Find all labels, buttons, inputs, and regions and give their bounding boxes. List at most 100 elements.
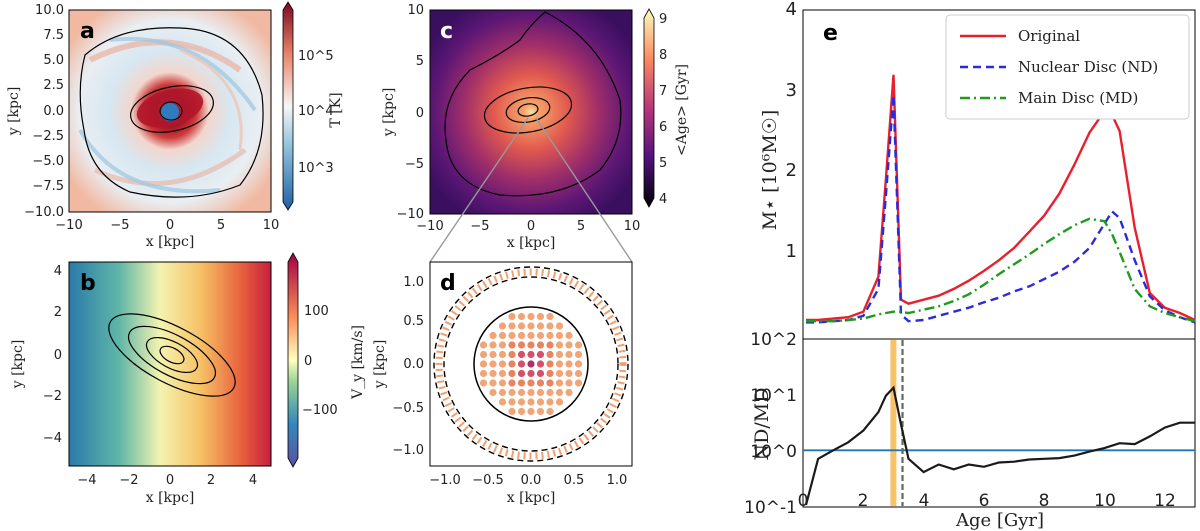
sample-point [574, 360, 583, 368]
sample-point [508, 341, 516, 349]
sample-point [555, 350, 564, 359]
panel-d-xticks: −1.0 −0.5 0.0 0.5 1.0 [429, 473, 627, 488]
sample-point [546, 388, 554, 397]
sample-point [517, 379, 526, 387]
sample-point [489, 341, 497, 349]
sample-point [527, 398, 535, 406]
sample-point [574, 350, 583, 359]
sample-point [517, 398, 526, 406]
panel-a-ytick: 0.0 [43, 104, 64, 119]
panel-a-ytick: 5.0 [43, 53, 64, 68]
zoom-connector [429, 117, 633, 263]
sample-point [536, 379, 545, 387]
panel-b-xtick: 2 [207, 473, 215, 488]
sample-point [498, 341, 507, 349]
sample-point [555, 388, 564, 397]
sample-point [479, 350, 488, 359]
sample-point [536, 407, 545, 416]
panel-c-ytick: −10 [397, 207, 424, 222]
panel-a-ytick: 7.5 [43, 28, 64, 43]
panel-e-top-yticks: 4 3 2 1 [786, 0, 797, 262]
sample-point [536, 360, 545, 368]
panel-c-cbar-tick: 5 [659, 156, 667, 171]
sample-point [555, 369, 564, 378]
panel-e-ytick: 4 [786, 0, 797, 20]
sample-point [517, 369, 526, 378]
sample-point [536, 312, 545, 321]
sample-point [489, 369, 497, 378]
sample-point [546, 398, 554, 406]
sample-point [536, 331, 545, 340]
panel-d-particle-sampling: d 1.0 0.5 0.0 −0.5 −1.0 −1.0 −0.5 0.0 0.… [372, 261, 633, 506]
sample-point [565, 331, 573, 340]
panel-c-image [430, 10, 632, 214]
panel-e-xtick: 12 [1154, 491, 1176, 511]
panel-c-label: c [440, 19, 453, 44]
sample-point [508, 379, 516, 387]
panel-a-xtick: −5 [110, 218, 129, 233]
panel-c-xtick: −10 [416, 219, 443, 234]
panel-b-xticks: −4 −2 0 2 4 [77, 473, 257, 488]
panel-e-xticks: 0 2 4 6 8 10 12 [798, 491, 1176, 511]
sample-point [527, 341, 535, 349]
sample-point [546, 369, 554, 378]
panel-d-ytick: 0.0 [403, 357, 424, 372]
panel-e-xtick: 4 [919, 491, 930, 511]
sample-point [546, 350, 554, 359]
sample-point [498, 331, 507, 340]
panel-c-cbar-tick: 7 [659, 84, 667, 99]
sample-point [546, 360, 554, 368]
sample-point [479, 379, 488, 387]
panel-e-legend: Original Nuclear Disc (ND) Main Disc (MD… [945, 14, 1190, 120]
panel-e-ytick: 1 [786, 241, 797, 262]
sample-point [536, 388, 545, 397]
panel-e-ytick: 3 [786, 80, 797, 101]
panel-b-yticks: 4 2 0 −2 −4 [43, 264, 62, 446]
sample-point [546, 331, 554, 340]
sample-point [546, 407, 554, 416]
panel-a-ytick: 2.5 [43, 78, 64, 93]
series-line-main-disc [806, 217, 1196, 323]
panel-c-cbar-tick: 6 [659, 120, 667, 135]
panel-a-ylabel: y [kpc] [6, 87, 22, 137]
panel-d-xlabel: x [kpc] [507, 490, 556, 506]
sample-point [489, 360, 497, 368]
legend-label-main-disc: Main Disc (MD) [1018, 89, 1138, 107]
panel-c-xtick: −5 [470, 219, 489, 234]
sample-point [536, 398, 545, 406]
sample-point [498, 322, 507, 330]
sample-point [565, 388, 573, 397]
panel-d-xtick: 1.0 [607, 473, 628, 488]
panel-b-image [69, 262, 271, 466]
panel-d-ring-inner [443, 276, 619, 452]
legend-label-original: Original [1018, 27, 1080, 45]
panel-a-cbar-tick: 10^3 [298, 161, 334, 176]
panel-a-ytick: −5.0 [32, 154, 64, 169]
sample-point [517, 331, 526, 340]
panel-a-ytick: −7.5 [32, 179, 64, 194]
panel-e-bottom-axes [802, 338, 1196, 508]
panel-b-xlabel: x [kpc] [146, 490, 195, 506]
panel-a-temperature-map: a 10.0 7.5 5.0 2.5 0.0 −2.5 −5.0 −7.5 −1… [6, 1, 344, 250]
panel-a-label: a [80, 19, 95, 44]
panel-b-frame [68, 261, 272, 467]
sample-point [565, 379, 573, 387]
panel-a-ytick: −2.5 [32, 129, 64, 144]
panel-b-ytick: −4 [43, 431, 62, 446]
sample-point [574, 369, 583, 378]
sample-point [498, 379, 507, 387]
sample-point [527, 369, 535, 378]
sample-point [565, 360, 573, 368]
sample-point [508, 360, 516, 368]
panel-d-ylabel: y [kpc] [372, 340, 388, 390]
sample-point [536, 322, 545, 330]
panel-d-ytick: 1.0 [403, 275, 424, 290]
panel-c-cbar-tick: 4 [659, 192, 667, 207]
panel-d-ytick: 0.5 [403, 314, 424, 329]
legend-label-nuclear-disc: Nuclear Disc (ND) [1018, 58, 1158, 76]
panel-a-contour-inner [159, 101, 183, 121]
sample-point [489, 331, 497, 340]
sample-point [527, 350, 535, 359]
panel-d-xtick: −0.5 [472, 473, 504, 488]
